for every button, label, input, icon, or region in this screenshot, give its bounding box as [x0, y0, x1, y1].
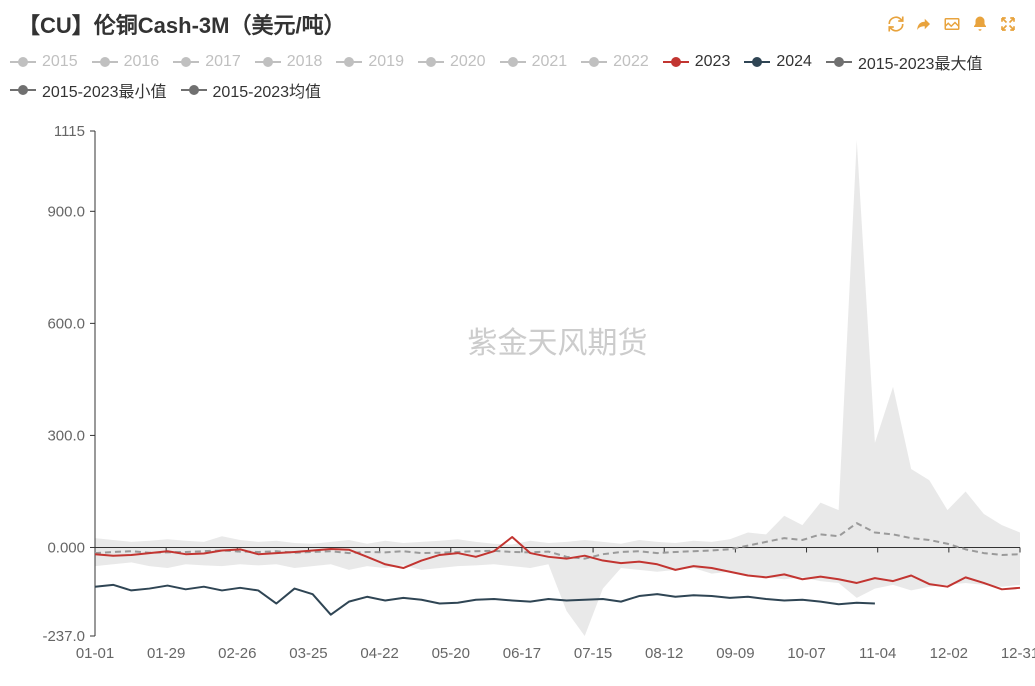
- expand-icon[interactable]: [999, 15, 1017, 33]
- legend-label: 2015-2023均值: [213, 78, 322, 102]
- x-tick-label: 05-20: [432, 645, 470, 662]
- legend-label: 2020: [450, 53, 486, 71]
- legend-item[interactable]: 2019: [336, 53, 404, 71]
- legend-item[interactable]: 2015-2023最小值: [10, 78, 167, 102]
- share-icon[interactable]: [915, 15, 933, 33]
- legend-label: 2016: [124, 53, 160, 71]
- legend-label: 2019: [368, 53, 404, 71]
- x-tick-label: 04-22: [360, 645, 398, 662]
- legend-label: 2015: [42, 53, 78, 71]
- legend-label: 2024: [776, 53, 812, 71]
- legend-item[interactable]: 2015-2023均值: [181, 78, 322, 102]
- x-tick-label: 10-07: [787, 645, 825, 662]
- y-tick-label: 900.0: [47, 203, 85, 220]
- x-tick-label: 02-26: [218, 645, 256, 662]
- x-tick-label: 07-15: [574, 645, 612, 662]
- legend-label: 2022: [613, 53, 649, 71]
- legend-item[interactable]: 2017: [173, 53, 241, 71]
- legend-label: 2021: [532, 53, 568, 71]
- legend: 2015 2016 2017 2018 2019 2020 2021 2022 2023 2024…: [0, 44, 1035, 106]
- x-tick-label: 01-01: [76, 645, 114, 662]
- y-tick-label: 600.0: [47, 315, 85, 332]
- y-tick-label: 0.000: [47, 539, 85, 556]
- legend-label: 2015-2023最小值: [42, 78, 167, 102]
- legend-item[interactable]: 2018: [255, 53, 323, 71]
- range-band: [95, 140, 1020, 636]
- y-tick-label: 1115: [54, 123, 85, 140]
- watermark: 紫金天风期货: [468, 327, 648, 360]
- x-tick-label: 03-25: [289, 645, 327, 662]
- bell-icon[interactable]: [971, 15, 989, 33]
- legend-label: 2017: [205, 53, 241, 71]
- legend-item[interactable]: 2024: [744, 53, 812, 71]
- x-tick-label: 01-29: [147, 645, 185, 662]
- x-tick-label: 06-17: [503, 645, 541, 662]
- refresh-icon[interactable]: [887, 15, 905, 33]
- y-tick-label: -237.0: [42, 628, 85, 645]
- series-2024: [95, 585, 875, 615]
- y-tick-label: 300.0: [47, 427, 85, 444]
- x-tick-label: 12-31: [1001, 645, 1035, 662]
- legend-item[interactable]: 2021: [500, 53, 568, 71]
- legend-item[interactable]: 2022: [581, 53, 649, 71]
- toolbar: [887, 15, 1017, 33]
- x-tick-label: 11-04: [859, 645, 896, 662]
- legend-item[interactable]: 2015-2023最大值: [826, 50, 983, 74]
- image-icon[interactable]: [943, 15, 961, 33]
- x-tick-label: 08-12: [645, 645, 683, 662]
- legend-item[interactable]: 2023: [663, 53, 731, 71]
- legend-item[interactable]: 2020: [418, 53, 486, 71]
- legend-label: 2015-2023最大值: [858, 50, 983, 74]
- legend-item[interactable]: 2015: [10, 53, 78, 71]
- x-tick-label: 12-02: [930, 645, 968, 662]
- legend-label: 2018: [287, 53, 323, 71]
- legend-item[interactable]: 2016: [92, 53, 160, 71]
- chart-area: 紫金天风期货 -237.0 0.000 300.0 600.0 900.0 1115 01-0…: [0, 106, 1035, 686]
- legend-label: 2023: [695, 53, 731, 71]
- chart-title: 【CU】伦铜Cash-3M（美元/吨）: [18, 8, 346, 40]
- x-tick-label: 09-09: [716, 645, 754, 662]
